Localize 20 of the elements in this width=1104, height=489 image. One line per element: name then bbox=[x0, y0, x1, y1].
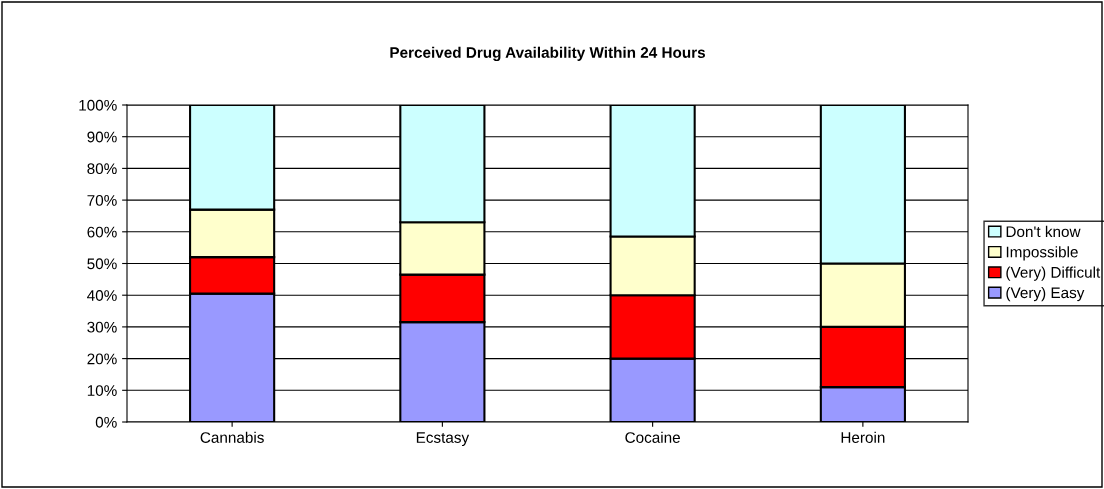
x-tick-label: Cannabis bbox=[200, 431, 264, 443]
legend-label: Don't know bbox=[1006, 225, 1081, 238]
x-tick-label: Ecstasy bbox=[416, 432, 470, 446]
chart-title: Perceived Drug Availability Within 24 Hours bbox=[390, 46, 705, 62]
y-tick-label: 90% bbox=[87, 131, 117, 143]
y-tick-label: 0% bbox=[95, 416, 117, 428]
y-tick-label: 100% bbox=[79, 99, 117, 111]
legend-label: Impossible bbox=[1006, 246, 1078, 261]
y-tick-label: 40% bbox=[87, 290, 117, 301]
y-tick-label: 60% bbox=[87, 226, 117, 238]
x-tick-label: Heroin bbox=[841, 431, 885, 443]
y-tick-label: 50% bbox=[87, 258, 117, 270]
x-tick-label: Cocaine bbox=[625, 431, 680, 443]
y-tick-label: 70% bbox=[87, 194, 117, 206]
y-tick-label: 30% bbox=[87, 321, 117, 333]
y-tick-label: 10% bbox=[87, 385, 117, 396]
y-tick-label: 80% bbox=[87, 163, 117, 175]
y-tick-label: 20% bbox=[87, 353, 117, 365]
legend-label: (Very) Difficult bbox=[1006, 266, 1101, 281]
legend-label: (Very) Easy bbox=[1006, 286, 1085, 302]
